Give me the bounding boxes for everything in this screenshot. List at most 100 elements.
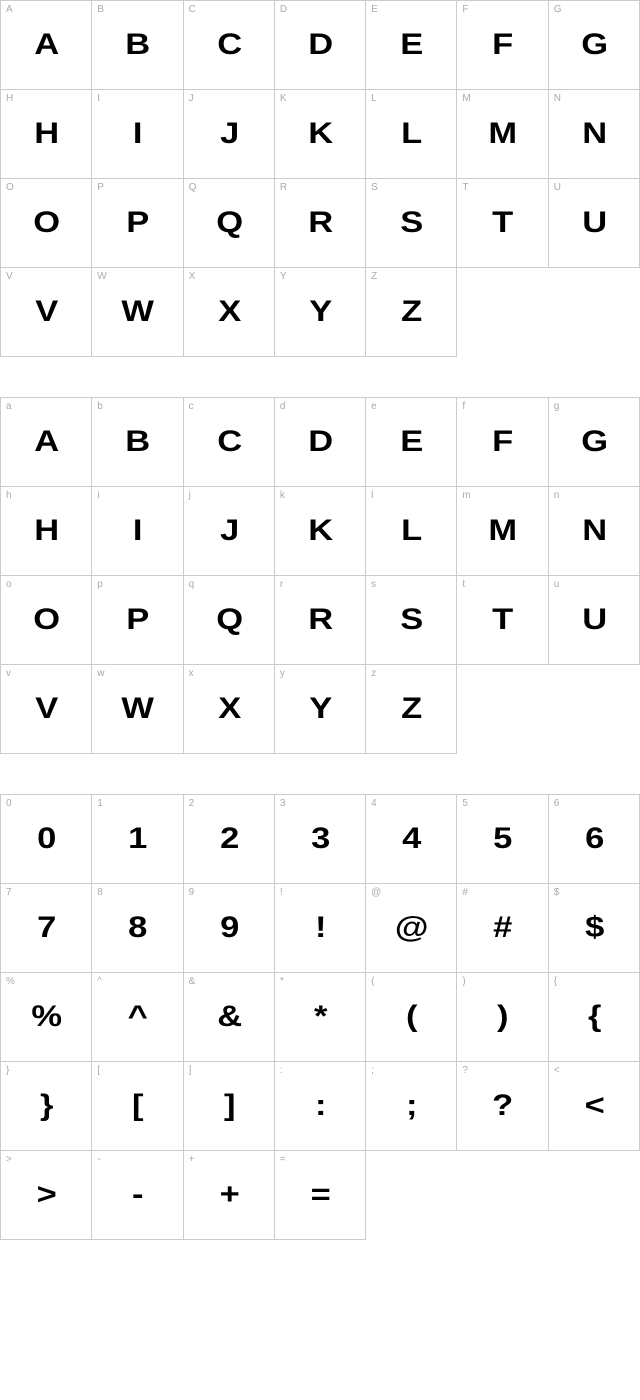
cell-glyph: T — [451, 576, 555, 664]
glyph-cell: $$ — [549, 884, 640, 973]
glyph-cell: WW — [92, 268, 183, 357]
glyph-cell: >> — [1, 1151, 92, 1240]
glyph-cell: HH — [1, 90, 92, 179]
glyph-cell: 22 — [184, 795, 275, 884]
cell-glyph: G — [542, 398, 640, 486]
glyph-cell: YY — [275, 268, 366, 357]
cell-glyph: R — [268, 576, 372, 664]
glyph-cell: XX — [184, 268, 275, 357]
glyph-cell: sS — [366, 576, 457, 665]
cell-glyph: L — [359, 90, 463, 178]
cell-glyph: 0 — [0, 795, 98, 883]
cell-glyph: H — [0, 90, 98, 178]
cell-glyph: 2 — [177, 795, 281, 883]
glyph-cell: zZ — [366, 665, 457, 754]
glyph-cell: FF — [457, 1, 548, 90]
glyph-cell: KK — [275, 90, 366, 179]
cell-glyph: 9 — [177, 884, 281, 972]
glyph-cell: ## — [457, 884, 548, 973]
cell-glyph: ) — [451, 973, 555, 1061]
glyph-cell: fF — [457, 398, 548, 487]
glyph-cell: bB — [92, 398, 183, 487]
cell-glyph: 8 — [86, 884, 190, 972]
glyph-cell: OO — [1, 179, 92, 268]
cell-glyph: ^ — [86, 973, 190, 1061]
glyph-cell: 33 — [275, 795, 366, 884]
glyph-cell: hH — [1, 487, 92, 576]
cell-glyph: E — [359, 1, 463, 89]
glyph-cell: xX — [184, 665, 275, 754]
glyph-cell: oO — [1, 576, 92, 665]
glyph-cell: wW — [92, 665, 183, 754]
glyph-cell — [549, 268, 640, 356]
cell-glyph: K — [268, 90, 372, 178]
cell-glyph: L — [359, 487, 463, 575]
glyph-cell: %% — [1, 973, 92, 1062]
cell-glyph: ( — [359, 973, 463, 1061]
glyph-cell: NN — [549, 90, 640, 179]
glyph-cell: ?? — [457, 1062, 548, 1151]
cell-glyph: [ — [86, 1062, 190, 1150]
cell-glyph: - — [86, 1151, 190, 1239]
cell-glyph: Y — [268, 268, 372, 356]
glyph-cell: rR — [275, 576, 366, 665]
cell-glyph: > — [0, 1151, 98, 1239]
cell-glyph: + — [177, 1151, 281, 1239]
cell-glyph: * — [268, 973, 372, 1061]
glyph-cell: kK — [275, 487, 366, 576]
cell-glyph: O — [0, 576, 98, 664]
glyph-cell — [549, 665, 640, 753]
glyph-cell: dD — [275, 398, 366, 487]
cell-glyph: 6 — [542, 795, 640, 883]
cell-glyph: M — [451, 487, 555, 575]
glyph-cell: AA — [1, 1, 92, 90]
cell-glyph: F — [451, 1, 555, 89]
glyph-cell: TT — [457, 179, 548, 268]
cell-glyph: P — [86, 576, 190, 664]
glyph-cell — [549, 1151, 640, 1239]
font-chart-container: AABBCCDDEEFFGGHHIIJJKKLLMMNNOOPPQQRRSSTT… — [0, 0, 640, 1240]
glyph-cell: JJ — [184, 90, 275, 179]
glyph-cell: jJ — [184, 487, 275, 576]
cell-glyph: 3 — [268, 795, 372, 883]
cell-glyph: 1 — [86, 795, 190, 883]
cell-glyph: 7 — [0, 884, 98, 972]
cell-glyph: Q — [177, 576, 281, 664]
cell-glyph: Q — [177, 179, 281, 267]
cell-glyph: G — [542, 1, 640, 89]
cell-glyph: R — [268, 179, 372, 267]
cell-glyph: I — [86, 90, 190, 178]
glyph-cell: << — [549, 1062, 640, 1151]
glyph-cell: BB — [92, 1, 183, 90]
glyph-cell: GG — [549, 1, 640, 90]
cell-glyph: ; — [359, 1062, 463, 1150]
cell-glyph: J — [177, 487, 281, 575]
glyph-cell: qQ — [184, 576, 275, 665]
cell-glyph: J — [177, 90, 281, 178]
cell-glyph: S — [359, 179, 463, 267]
cell-glyph: H — [0, 487, 98, 575]
glyph-cell: [[ — [92, 1062, 183, 1151]
cell-glyph: @ — [359, 884, 463, 972]
glyph-cell: SS — [366, 179, 457, 268]
cell-glyph: 4 — [359, 795, 463, 883]
glyph-cell: ]] — [184, 1062, 275, 1151]
cell-glyph: $ — [542, 884, 640, 972]
cell-glyph: Z — [359, 665, 463, 753]
cell-glyph: ? — [451, 1062, 555, 1150]
glyph-cell: ;; — [366, 1062, 457, 1151]
cell-glyph: A — [0, 1, 98, 89]
cell-glyph: X — [177, 268, 281, 356]
glyph-cell: eE — [366, 398, 457, 487]
cell-glyph: K — [268, 487, 372, 575]
cell-glyph: B — [86, 398, 190, 486]
cell-glyph: W — [86, 665, 190, 753]
cell-glyph: & — [177, 973, 281, 1061]
glyph-cell: 66 — [549, 795, 640, 884]
glyph-cell — [457, 1151, 548, 1239]
cell-glyph: S — [359, 576, 463, 664]
glyph-cell: @@ — [366, 884, 457, 973]
cell-glyph: W — [86, 268, 190, 356]
cell-glyph: : — [268, 1062, 372, 1150]
glyph-cell: !! — [275, 884, 366, 973]
